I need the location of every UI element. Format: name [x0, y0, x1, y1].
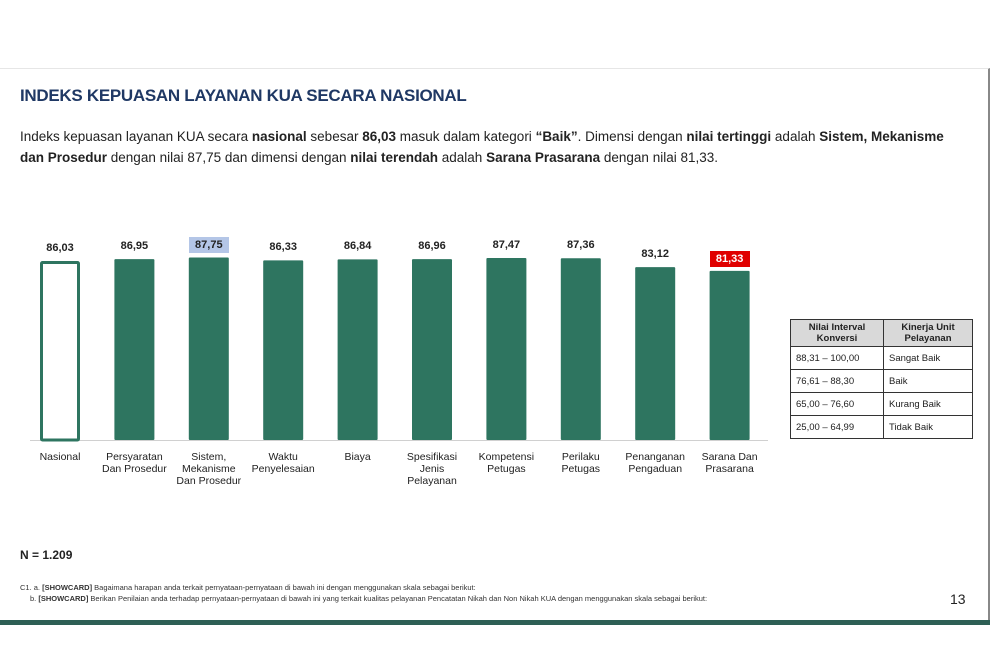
slide-description: Indeks kepuasan layanan KUA secara nasio…	[20, 129, 944, 165]
data-label-7: 87,36	[567, 239, 595, 252]
category-label-5: Spesifikasi Jenis Pelayanan	[406, 451, 458, 487]
data-label-6: 87,47	[492, 239, 521, 252]
bar-1	[114, 259, 155, 440]
data-label-3: 86,33	[269, 241, 297, 254]
data-label-9: 81,33	[709, 250, 750, 267]
category-label-6: Kompetensi Petugas	[478, 451, 535, 475]
legend-category: Kurang Baik	[883, 392, 973, 416]
sample-size: N = 1.209	[20, 548, 73, 562]
category-label-8: Penanganan Pengaduan	[625, 451, 685, 475]
page-number: 13	[950, 591, 966, 607]
data-label-8: 83,12	[641, 248, 669, 261]
bar-9	[709, 270, 750, 440]
bar-6	[486, 258, 527, 440]
legend-row: 65,00 – 76,60 Kurang Baik	[790, 392, 973, 416]
bar-7	[560, 258, 601, 440]
legend-interval: 65,00 – 76,60	[790, 392, 884, 416]
bar-3	[263, 260, 304, 440]
legend-interval: 88,31 – 100,00	[790, 346, 884, 370]
category-label-9: Sarana Dan Prasarana	[701, 451, 758, 475]
footnote: C1. a. [SHOWCARD] Bagaimana harapan anda…	[20, 583, 708, 603]
category-label-3: Waktu Penyelesaian	[251, 451, 315, 475]
category-label-2: Sistem, Mekanisme Dan Prosedur	[176, 451, 242, 487]
legend-header-interval: Nilai Interval Konversi	[790, 319, 884, 347]
legend-category: Baik	[883, 369, 973, 393]
bar-5	[412, 259, 452, 440]
chart-canvas	[30, 257, 768, 442]
legend-row: 88,31 – 100,00 Sangat Baik	[790, 346, 973, 370]
category-label-0: Nasional	[39, 451, 81, 463]
interval-legend-table: Nilai Interval Konversi Kinerja Unit Pel…	[790, 319, 973, 439]
legend-category: Sangat Baik	[883, 346, 973, 370]
slide-title: INDEKS KEPUASAN LAYANAN KUA SECARA NASIO…	[20, 86, 467, 105]
data-label-1: 86,95	[120, 240, 149, 253]
bar-2	[188, 257, 229, 440]
category-label-1: Persyaratan Dan Prosedur	[101, 451, 167, 475]
data-label-2: 87,75	[188, 237, 229, 254]
bar-0	[40, 261, 80, 442]
legend-category: Tidak Baik	[883, 415, 973, 439]
data-label-4: 86,84	[343, 240, 372, 253]
bar-4	[337, 259, 378, 440]
legend-row: 76,61 – 88,30 Baik	[790, 369, 973, 393]
category-label-7: Perilaku Petugas	[561, 451, 601, 475]
bar-chart: 86,03 Nasional 86,95 Persyaratan Dan Prosedu…	[0, 220, 780, 510]
category-label-4: Biaya	[344, 451, 371, 463]
legend-header-kinerja: Kinerja Unit Pelayanan	[883, 319, 973, 347]
legend-interval: 76,61 – 88,30	[790, 369, 884, 393]
legend-interval: 25,00 – 64,99	[790, 415, 884, 439]
bar-8	[635, 267, 676, 440]
data-label-5: 86,96	[418, 240, 446, 253]
data-label-0: 86,03	[46, 242, 74, 255]
slide-footer-bar	[0, 620, 990, 625]
legend-row: 25,00 – 64,99 Tidak Baik	[790, 415, 973, 439]
